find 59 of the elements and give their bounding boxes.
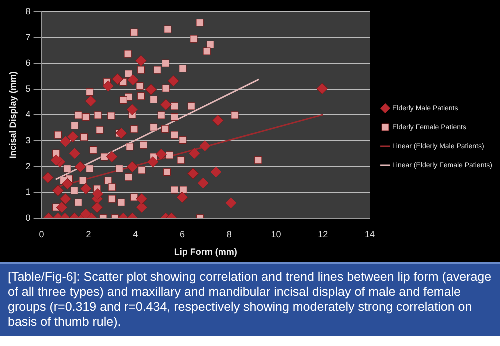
x-tick-label: 10 xyxy=(271,229,282,240)
point xyxy=(156,148,168,160)
point xyxy=(225,197,237,209)
point xyxy=(85,96,97,108)
point xyxy=(106,151,118,163)
point xyxy=(50,154,62,166)
point xyxy=(136,202,148,214)
x-tick-label: 8 xyxy=(226,229,232,240)
point xyxy=(80,183,92,195)
point xyxy=(198,178,210,190)
point xyxy=(210,166,222,178)
point xyxy=(199,140,211,152)
point xyxy=(74,161,86,173)
point xyxy=(56,202,68,214)
point xyxy=(176,192,188,204)
text: [Table/Fig-6]: Scatter plot showing correlation and trend lines between lip form (average of all three types) and maxillary and mandibular incisal display of male and female groups (r=0.319 and r=0.434, respectively showing moderately strong correlation on basis of thumb rule). xyxy=(0,262,500,336)
y-tick-label: 8 xyxy=(26,6,31,16)
point xyxy=(146,84,158,96)
point xyxy=(42,172,54,184)
x-tick-label: 6 xyxy=(180,229,185,240)
x-tick-label: 12 xyxy=(318,229,328,240)
point xyxy=(126,104,138,116)
x-tick-label: 0 xyxy=(39,229,44,240)
point xyxy=(112,74,124,86)
point xyxy=(316,83,328,95)
point xyxy=(212,114,224,126)
y-tick-label: 4 xyxy=(26,110,31,120)
y-tick-label: 1 xyxy=(26,187,31,198)
point xyxy=(102,80,114,92)
y-tick-label: 5 xyxy=(26,84,31,94)
y-axis-title: Incisal Display (mm) xyxy=(8,72,18,159)
point xyxy=(168,75,180,87)
point xyxy=(60,193,72,205)
point xyxy=(92,188,104,200)
point xyxy=(69,148,81,160)
point xyxy=(187,168,199,180)
point xyxy=(160,99,172,111)
point xyxy=(60,136,72,148)
point xyxy=(116,128,128,140)
x-tick-label: 2 xyxy=(86,229,92,240)
y-tick-label: 7 xyxy=(26,32,31,42)
y-tick-label: 2 xyxy=(26,161,31,172)
point xyxy=(80,208,92,218)
point xyxy=(147,156,159,168)
x-tick-label: 4 xyxy=(133,229,138,240)
point xyxy=(188,148,200,160)
point xyxy=(67,131,79,143)
point xyxy=(127,74,139,86)
y-tick-label: 6 xyxy=(26,58,31,68)
point xyxy=(126,161,138,173)
x-tick-label: 14 xyxy=(364,229,376,240)
point xyxy=(62,178,74,190)
x-axis-title: Lip Form (mm) xyxy=(174,247,238,258)
point xyxy=(135,55,147,67)
y-tick-label: 3 xyxy=(26,135,31,146)
point xyxy=(136,193,148,205)
point xyxy=(92,202,104,214)
point xyxy=(52,185,64,197)
y-tick-label: 0 xyxy=(26,212,31,223)
